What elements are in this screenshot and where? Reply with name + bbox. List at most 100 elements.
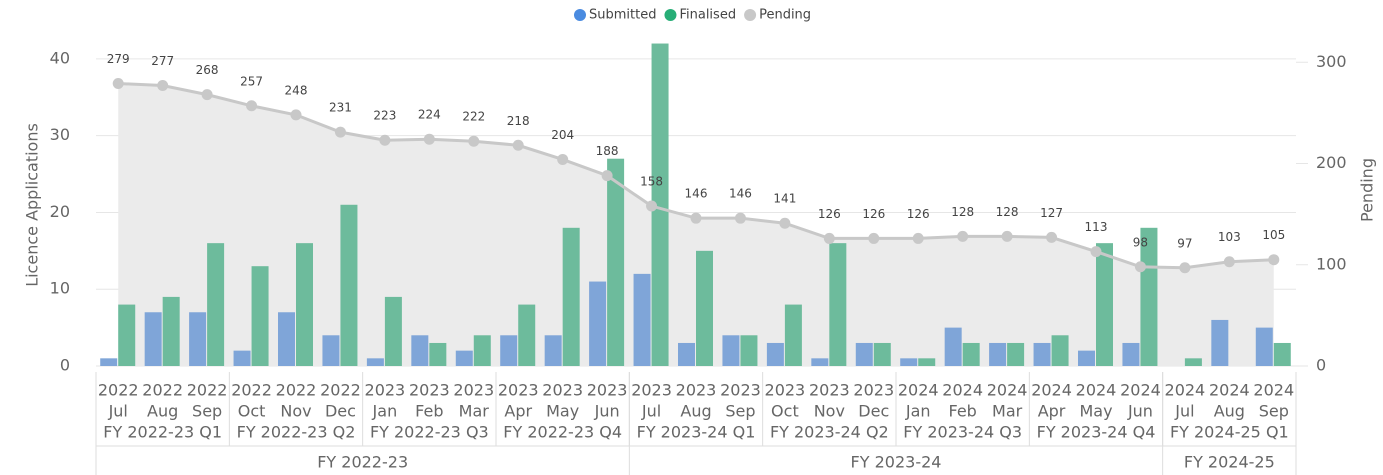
- pending-point: [468, 135, 480, 147]
- quarters-label: FY 2022-23 Q2: [237, 423, 356, 442]
- legend: Submitted Finalised Pending: [574, 8, 811, 23]
- x-tick-label: Aug: [147, 402, 178, 421]
- bar: [918, 358, 936, 366]
- x-year-label: 2022: [187, 381, 228, 400]
- bar: [784, 304, 802, 366]
- x-year-label: 2024: [942, 381, 983, 400]
- quarters-label: FY 2023-24 Q3: [903, 423, 1022, 442]
- pending-point: [1090, 246, 1102, 258]
- bar: [189, 312, 207, 366]
- bar: [678, 342, 695, 366]
- data-label: 204: [551, 128, 574, 142]
- data-label: 126: [862, 207, 885, 221]
- x-tick-label: Feb: [415, 402, 443, 421]
- x-tick-label: Feb: [949, 402, 977, 421]
- pending-point: [1001, 230, 1013, 242]
- quarters-label: FY 2024-25 Q1: [1170, 423, 1289, 442]
- pending-point: [1223, 256, 1235, 268]
- y2-tick-label: 200: [1316, 153, 1347, 172]
- x-tick-label: Jul: [641, 402, 661, 421]
- x-tick-label: Jun: [1127, 402, 1153, 421]
- pending-point: [823, 232, 835, 244]
- bar: [1096, 243, 1113, 366]
- x-year-label: 2022: [231, 381, 272, 400]
- y-tick-label: 20: [50, 202, 70, 221]
- y2-axis-title: Pending: [1358, 158, 1377, 222]
- pending-point: [246, 100, 258, 112]
- y2-tick-label: 0: [1316, 356, 1326, 375]
- x-tick-label: Aug: [1214, 402, 1245, 421]
- pending-point: [201, 89, 213, 101]
- bar: [962, 342, 980, 366]
- x-year-label: 2024: [1076, 381, 1117, 400]
- x-year-label: 2023: [498, 381, 539, 400]
- bar: [340, 204, 358, 366]
- bar: [562, 227, 580, 366]
- bar: [296, 243, 313, 366]
- y-tick-label: 10: [50, 279, 70, 298]
- data-label: 141: [773, 192, 796, 206]
- x-year-label: 2023: [631, 381, 672, 400]
- pending-point: [779, 217, 791, 229]
- quarters-label: FY 2022-23 Q3: [370, 423, 489, 442]
- bar: [873, 342, 891, 366]
- x-year-label: 2023: [542, 381, 583, 400]
- bar: [696, 250, 713, 366]
- data-label: 248: [285, 83, 308, 97]
- x-year-label: 2023: [676, 381, 717, 400]
- x-year-label: 2023: [853, 381, 894, 400]
- legend-label: Finalised: [679, 8, 736, 23]
- x-tick-label: Apr: [1038, 402, 1066, 421]
- quarters-label: FY 2023-24 Q1: [637, 423, 756, 442]
- pending-point: [868, 232, 880, 244]
- pending-point: [1179, 262, 1191, 274]
- fiscal_years-label: FY 2022-23: [317, 453, 408, 472]
- legend-label: Pending: [759, 8, 811, 23]
- pending-area: [118, 83, 1274, 366]
- bar: [366, 358, 384, 366]
- quarters-label: FY 2022-23 Q1: [103, 423, 222, 442]
- x-year-label: 2024: [1165, 381, 1206, 400]
- x-tick-label: Mar: [459, 402, 490, 421]
- x-year-label: 2024: [1120, 381, 1161, 400]
- x-tick-label: Oct: [771, 402, 799, 421]
- data-label: 218: [507, 114, 530, 128]
- x-tick-label: Oct: [238, 402, 266, 421]
- data-label: 188: [596, 144, 619, 158]
- quarters-label: FY 2023-24 Q2: [770, 423, 889, 442]
- bar: [989, 342, 1007, 366]
- pending-point: [912, 232, 924, 244]
- x-year-label: 2023: [720, 381, 761, 400]
- pending-point: [512, 139, 524, 151]
- pending-point: [957, 230, 969, 242]
- pending-point: [557, 153, 569, 165]
- bar: [900, 358, 918, 366]
- quarters-label: FY 2023-24 Q4: [1037, 423, 1156, 442]
- data-label: 127: [1040, 206, 1063, 220]
- bar: [429, 342, 447, 366]
- bar: [1051, 335, 1069, 366]
- bar: [251, 266, 269, 366]
- data-label: 98: [1133, 235, 1148, 249]
- x-year-label: 2024: [898, 381, 939, 400]
- data-label: 268: [196, 63, 219, 77]
- data-label: 97: [1177, 236, 1192, 250]
- x-year-label: 2023: [453, 381, 494, 400]
- bar: [322, 335, 340, 366]
- pending-point: [601, 170, 613, 182]
- bar: [829, 243, 847, 366]
- bar: [500, 335, 518, 366]
- x-tick-label: Jan: [372, 402, 398, 421]
- data-label: 146: [685, 187, 708, 201]
- bar: [233, 350, 251, 366]
- y-axis-title: Licence Applications: [23, 123, 42, 287]
- x-year-label: 2022: [142, 381, 183, 400]
- bar: [811, 358, 829, 366]
- data-label: 146: [729, 187, 752, 201]
- bar: [1007, 342, 1025, 366]
- x-tick-label: Dec: [325, 402, 356, 421]
- x-tick-label: Mar: [992, 402, 1023, 421]
- pending-point: [290, 109, 302, 121]
- bar: [278, 312, 295, 366]
- bar: [100, 358, 118, 366]
